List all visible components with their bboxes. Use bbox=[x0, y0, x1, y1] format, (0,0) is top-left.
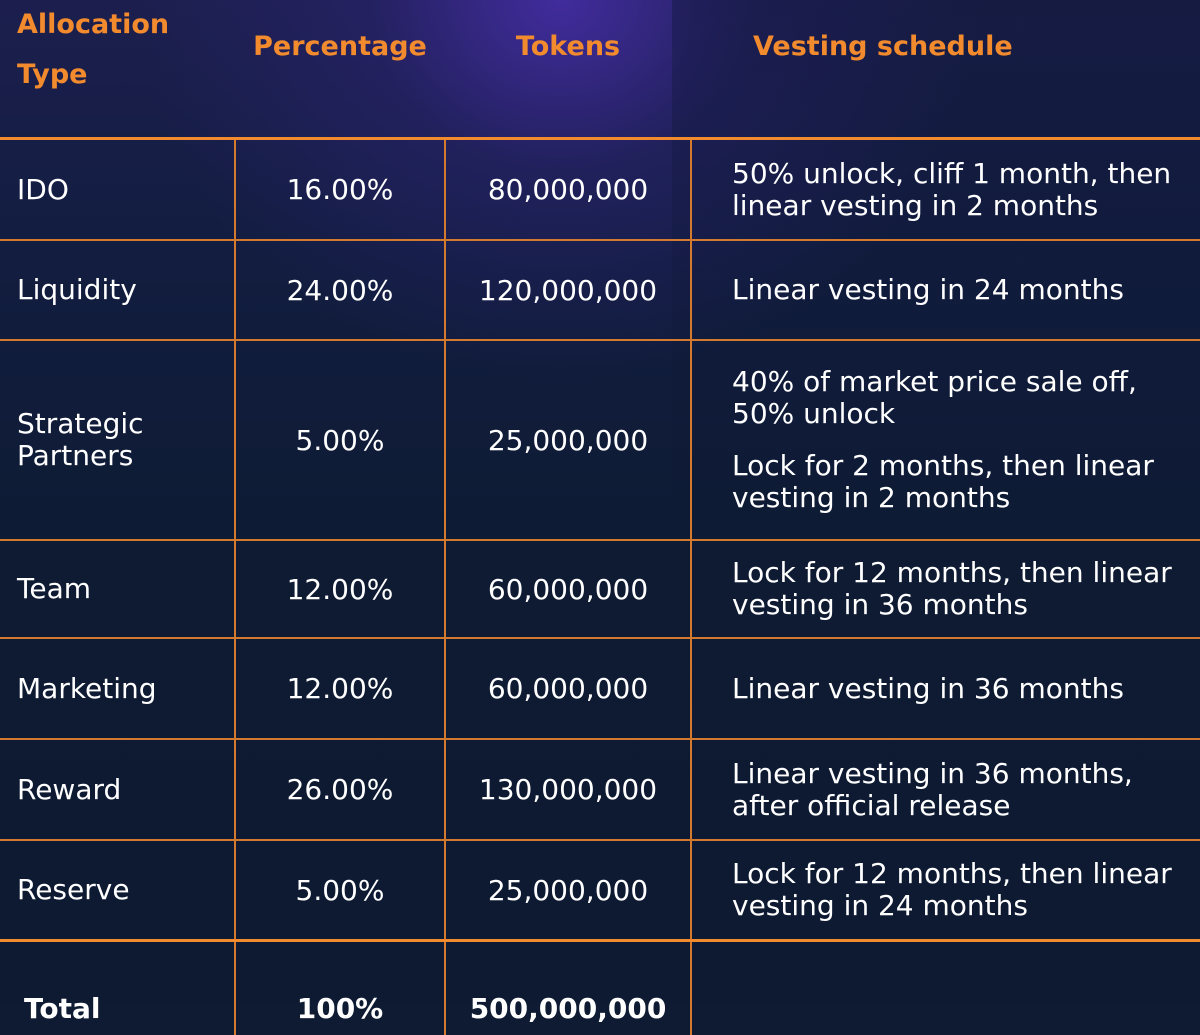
cell-vesting: Linear vesting in 36 months, after offic… bbox=[691, 739, 1200, 840]
cell-vesting: Lock for 12 months, then linear vesting … bbox=[691, 540, 1200, 638]
cell-tokens: 130,000,000 bbox=[445, 739, 691, 840]
table-row: Reserve 5.00% 25,000,000 Lock for 12 mon… bbox=[0, 840, 1200, 941]
cell-percentage: 24.00% bbox=[235, 240, 445, 340]
cell-allocation-type: IDO bbox=[0, 139, 235, 241]
cell-tokens: 60,000,000 bbox=[445, 638, 691, 739]
header-vesting-schedule: Vesting schedule bbox=[691, 0, 1200, 139]
vesting-text: 40% of market price sale off, 50% unlock bbox=[732, 366, 1200, 430]
cell-tokens: 25,000,000 bbox=[445, 340, 691, 540]
cell-vesting: Linear vesting in 24 months bbox=[691, 240, 1200, 340]
total-row: Total 100% 500,000,000 bbox=[0, 941, 1200, 1035]
cell-percentage: 16.00% bbox=[235, 139, 445, 241]
table-row: Liquidity 24.00% 120,000,000 Linear vest… bbox=[0, 240, 1200, 340]
cell-vesting: Lock for 12 months, then linear vesting … bbox=[691, 840, 1200, 941]
total-label: Total bbox=[0, 941, 235, 1035]
table-row: IDO 16.00% 80,000,000 50% unlock, cliff … bbox=[0, 139, 1200, 241]
vesting-text: Linear vesting in 24 months bbox=[732, 274, 1200, 306]
cell-percentage: 12.00% bbox=[235, 540, 445, 638]
header-percentage: Percentage bbox=[235, 0, 445, 139]
vesting-text: Linear vesting in 36 months, after offic… bbox=[732, 758, 1200, 822]
table-row: Marketing 12.00% 60,000,000 Linear vesti… bbox=[0, 638, 1200, 739]
cell-tokens: 25,000,000 bbox=[445, 840, 691, 941]
cell-vesting: 40% of market price sale off, 50% unlock… bbox=[691, 340, 1200, 540]
cell-allocation-type: Reserve bbox=[0, 840, 235, 941]
cell-percentage: 26.00% bbox=[235, 739, 445, 840]
cell-allocation-type: Liquidity bbox=[0, 240, 235, 340]
cell-allocation-type: Team bbox=[0, 540, 235, 638]
cell-tokens: 60,000,000 bbox=[445, 540, 691, 638]
vesting-text: Lock for 12 months, then linear vesting … bbox=[732, 557, 1200, 621]
header-tokens: Tokens bbox=[445, 0, 691, 139]
cell-percentage: 5.00% bbox=[235, 340, 445, 540]
cell-vesting: 50% unlock, cliff 1 month, then linear v… bbox=[691, 139, 1200, 241]
cell-tokens: 80,000,000 bbox=[445, 139, 691, 241]
cell-tokens: 120,000,000 bbox=[445, 240, 691, 340]
table-row: Strategic Partners 5.00% 25,000,000 40% … bbox=[0, 340, 1200, 540]
vesting-text: Linear vesting in 36 months bbox=[732, 673, 1200, 705]
total-percentage: 100% bbox=[235, 941, 445, 1035]
cell-vesting: Linear vesting in 36 months bbox=[691, 638, 1200, 739]
vesting-text: Lock for 2 months, then linear vesting i… bbox=[732, 450, 1200, 514]
header-row: Allocation Type Percentage Tokens Vestin… bbox=[0, 0, 1200, 139]
cell-allocation-type: Marketing bbox=[0, 638, 235, 739]
vesting-text: 50% unlock, cliff 1 month, then linear v… bbox=[732, 158, 1200, 222]
table-row: Reward 26.00% 130,000,000 Linear vesting… bbox=[0, 739, 1200, 840]
table-row: Team 12.00% 60,000,000 Lock for 12 month… bbox=[0, 540, 1200, 638]
header-allocation-type: Allocation Type bbox=[0, 0, 235, 139]
cell-percentage: 12.00% bbox=[235, 638, 445, 739]
total-vesting-empty bbox=[691, 941, 1200, 1035]
cell-allocation-type: Strategic Partners bbox=[0, 340, 235, 540]
cell-percentage: 5.00% bbox=[235, 840, 445, 941]
total-tokens: 500,000,000 bbox=[445, 941, 691, 1035]
cell-allocation-type: Reward bbox=[0, 739, 235, 840]
vesting-text: Lock for 12 months, then linear vesting … bbox=[732, 858, 1200, 922]
